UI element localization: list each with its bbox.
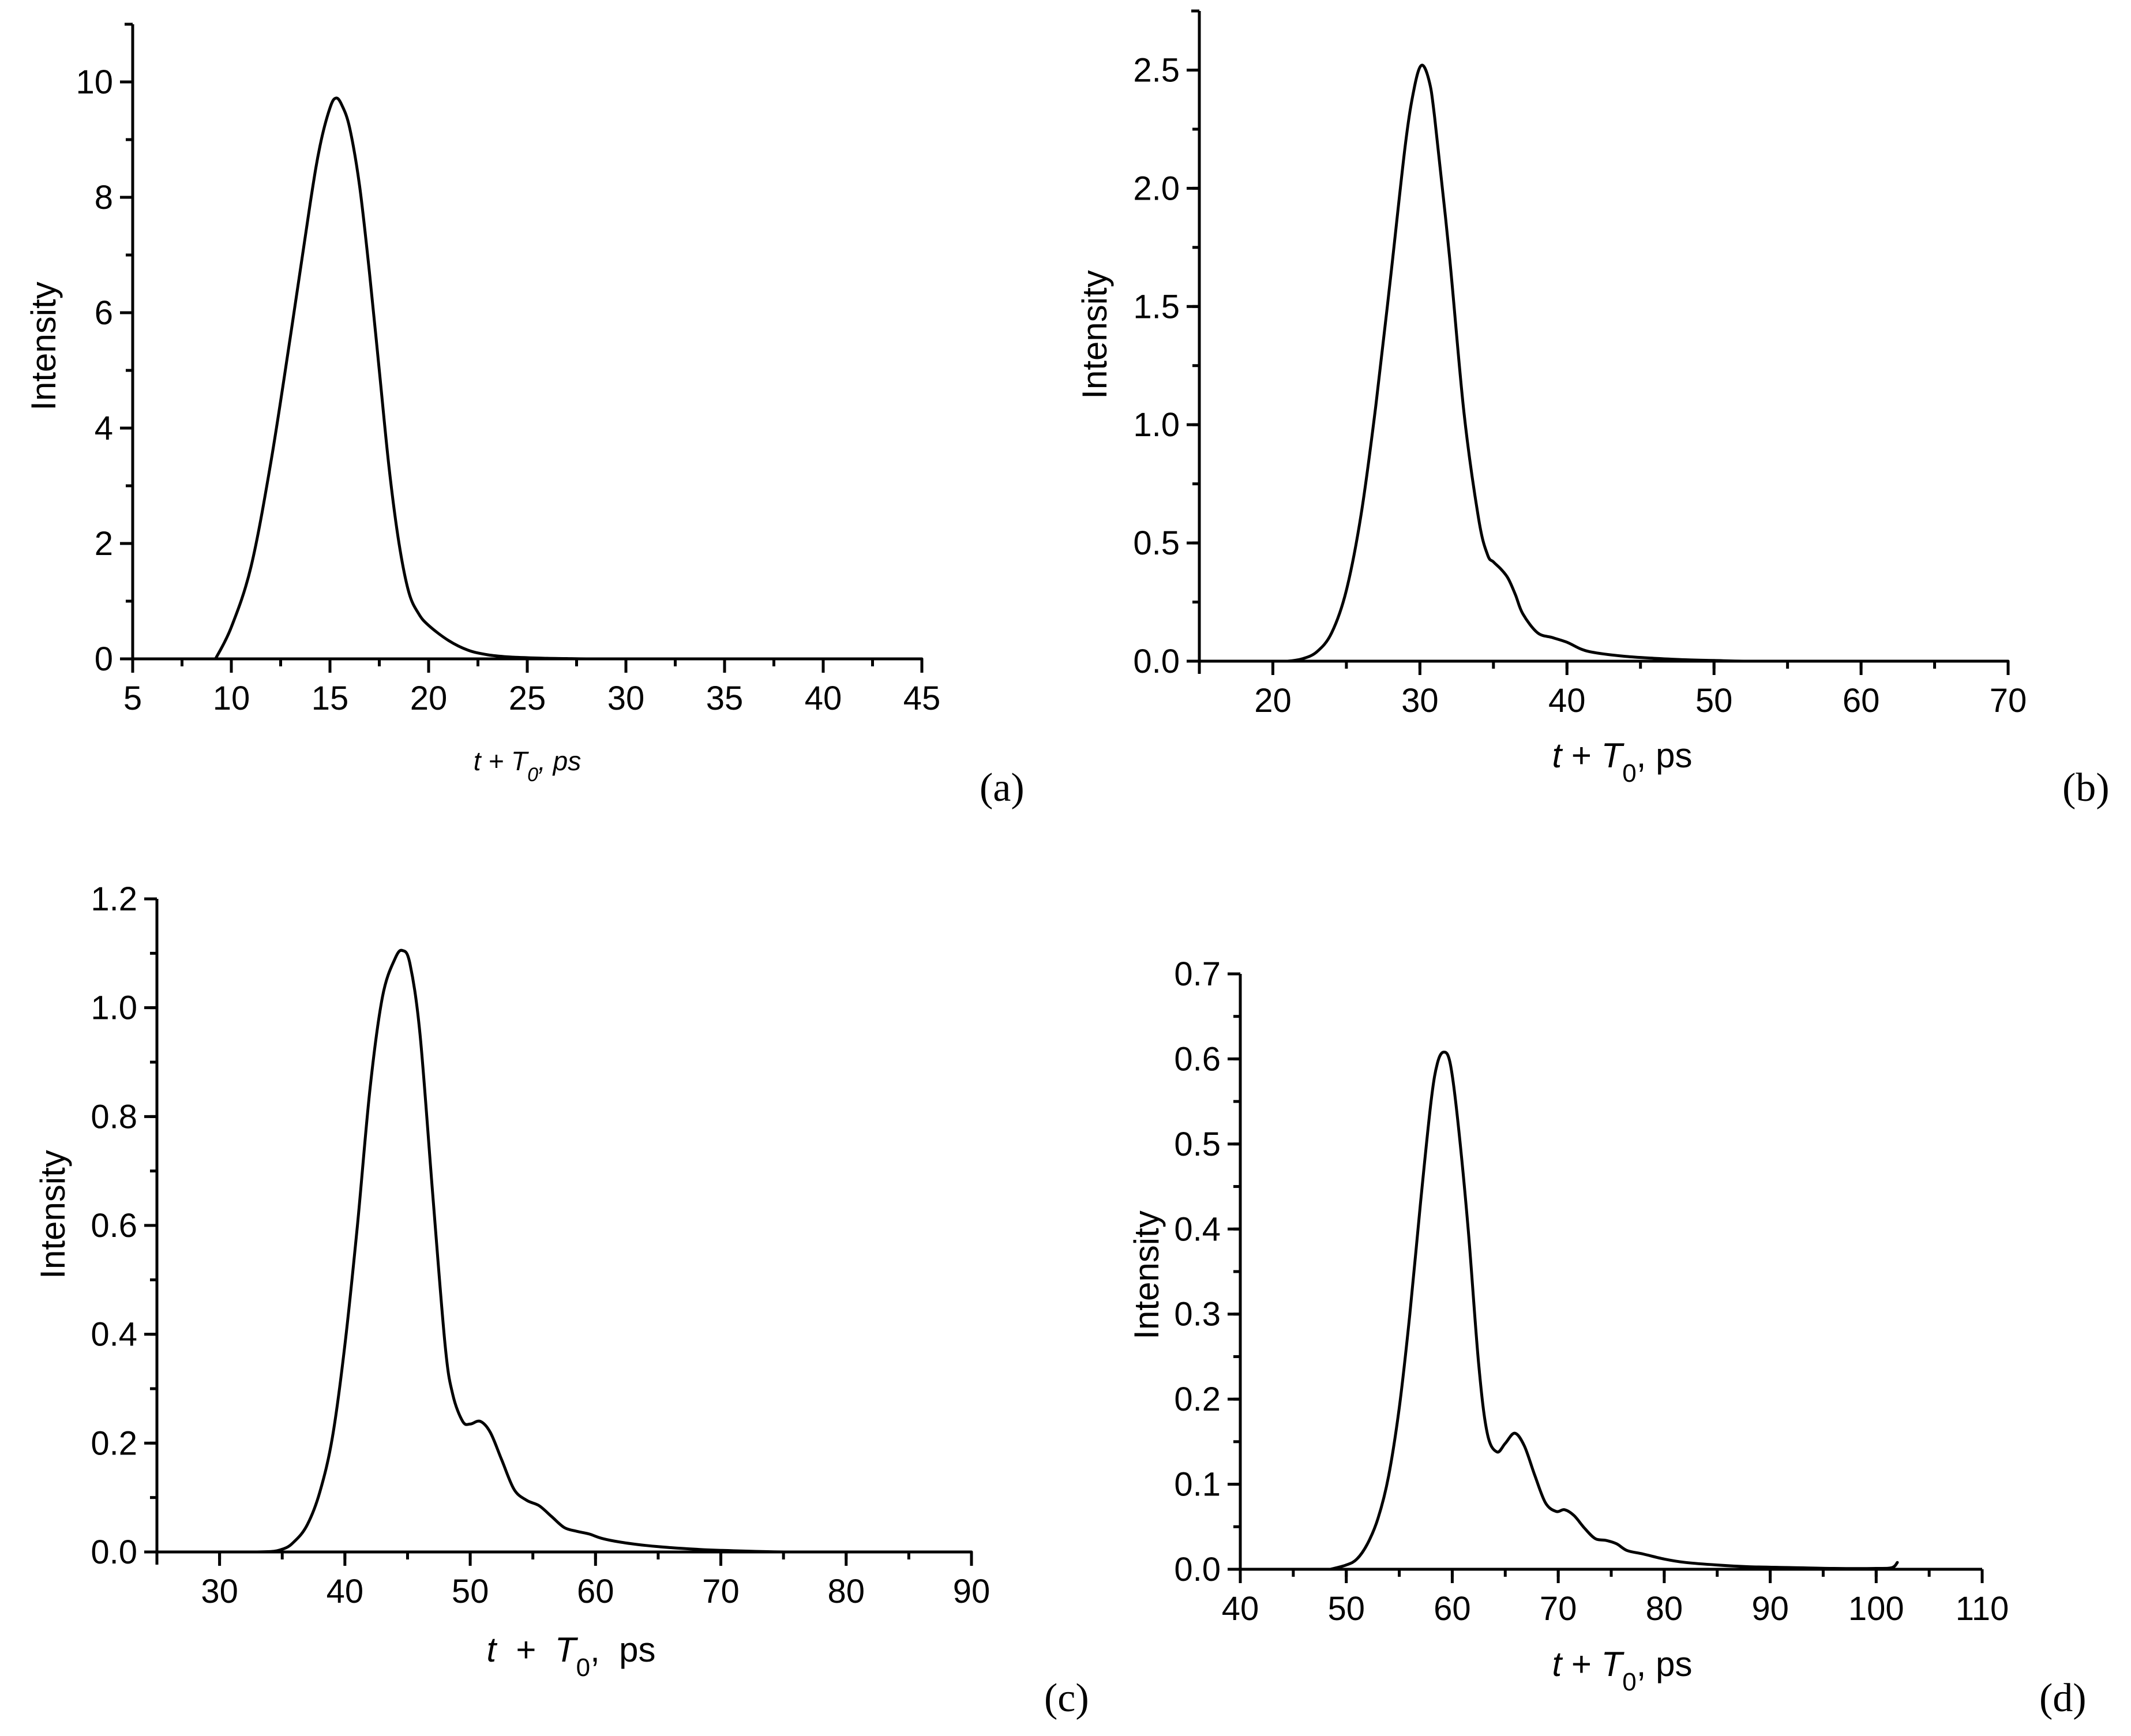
y-tick-label: 6 <box>95 294 113 332</box>
panel-d-axes: 40 50 60 70 80 90 100 110 0.0 0.1 0.2 0.3 0.4 0.5 0.6 0… <box>1174 955 2009 1628</box>
panel-a-axes: 5 10 15 20 25 30 35 40 45 0 2 4 6 8 10 <box>76 23 941 717</box>
panel-b-label: (b) <box>2062 766 2110 810</box>
x-tick-label: 30 <box>607 680 645 717</box>
panel-c-x-axis-title: t + T0, ps <box>487 1630 656 1682</box>
y-tick-label: 0.0 <box>91 1533 137 1571</box>
panel-d: 40 50 60 70 80 90 100 110 0.0 0.1 0.2 0.3 0.4 0.5 0.6 0… <box>1127 955 2087 1720</box>
x-tick-label: 70 <box>702 1573 740 1610</box>
panel-d-x-axis-title: t + T0, ps <box>1552 1645 1693 1696</box>
x-tick-label: 50 <box>1327 1590 1365 1628</box>
x-tick-label: 60 <box>1843 682 1880 719</box>
panel-b-intensity-curve <box>1271 63 2010 663</box>
x-tick-label: 10 <box>213 680 250 717</box>
y-tick-label: 0.0 <box>1174 1551 1221 1588</box>
x-tick-label: 100 <box>1848 1590 1904 1628</box>
y-tick-label: 0.8 <box>91 1098 137 1135</box>
x-tick-label: 80 <box>1646 1590 1683 1628</box>
x-tick-label: 20 <box>410 680 448 717</box>
panel-c: 30 40 50 60 70 80 90 0.0 0.2 0.4 0.6 0.8 1.0 1.2 Inte… <box>33 880 1089 1720</box>
y-tick-label: 0.5 <box>1174 1126 1221 1163</box>
x-tick-label: 5 <box>123 680 142 717</box>
y-tick-label: 1.2 <box>91 880 137 918</box>
y-tick-label: 0.0 <box>1133 643 1180 680</box>
y-tick-label: 0.6 <box>1174 1040 1221 1078</box>
y-tick-label: 0.7 <box>1174 955 1221 993</box>
y-tick-label: 0.2 <box>1174 1381 1221 1418</box>
y-tick-label: 2 <box>95 525 113 563</box>
y-tick-label: 1.0 <box>1133 406 1180 444</box>
panel-a: 5 10 15 20 25 30 35 40 45 0 2 4 6 8 10 Intensity t + T… <box>24 23 1025 810</box>
y-tick-label: 0.6 <box>91 1207 137 1244</box>
y-tick-label: 2.5 <box>1133 51 1180 89</box>
panel-a-y-axis-title: Intensity <box>24 282 63 410</box>
panel-b-curve <box>1271 63 2010 663</box>
y-tick-label: 0.1 <box>1174 1466 1221 1503</box>
x-tick-label: 110 <box>1956 1590 2009 1628</box>
x-tick-label: 50 <box>1695 682 1733 719</box>
panel-a-label: (a) <box>980 766 1025 810</box>
y-tick-label: 0.4 <box>1174 1210 1221 1248</box>
panel-b: 20 30 40 50 60 70 0.0 0.5 1.0 1.5 2.0 2.5 Intensity… <box>1075 9 2110 810</box>
x-tick-label: 70 <box>1540 1590 1577 1628</box>
y-tick-label: 2.0 <box>1133 170 1180 207</box>
x-tick-label: 50 <box>452 1573 489 1610</box>
x-tick-label: 40 <box>805 680 842 717</box>
panel-d-intensity-curve <box>1329 1051 1899 1571</box>
panel-b-x-axis-title: t + T0, ps <box>1552 736 1693 788</box>
x-tick-label: 35 <box>706 680 744 717</box>
panel-d-label: (d) <box>2039 1676 2087 1720</box>
x-tick-label: 15 <box>312 680 349 717</box>
y-tick-label: 1.0 <box>91 989 137 1027</box>
x-tick-label: 40 <box>327 1573 364 1610</box>
x-tick-label: 40 <box>1222 1590 1259 1628</box>
y-tick-label: 8 <box>95 179 113 216</box>
y-tick-label: 0 <box>95 640 113 678</box>
x-tick-label: 60 <box>1434 1590 1471 1628</box>
x-tick-label: 30 <box>201 1573 238 1610</box>
y-tick-label: 1.5 <box>1133 288 1180 325</box>
y-tick-label: 10 <box>76 63 113 101</box>
panel-d-curve <box>1329 1051 1899 1571</box>
x-tick-label: 25 <box>509 680 546 717</box>
y-tick-label: 0.3 <box>1174 1296 1221 1333</box>
panel-c-intensity-curve <box>155 948 973 1554</box>
x-tick-label: 90 <box>1751 1590 1789 1628</box>
panel-a-x-axis-title: t + T0, ps <box>474 746 581 786</box>
x-tick-label: 90 <box>953 1573 991 1610</box>
panel-a-curve <box>214 96 924 661</box>
x-tick-label: 60 <box>577 1573 614 1610</box>
panel-d-y-axis-title: Intensity <box>1127 1210 1166 1339</box>
panel-c-y-axis-title: Intensity <box>33 1150 72 1278</box>
x-tick-label: 30 <box>1401 682 1439 719</box>
x-tick-label: 70 <box>1990 682 2027 719</box>
x-tick-label: 45 <box>903 680 941 717</box>
x-tick-label: 80 <box>828 1573 865 1610</box>
panel-a-intensity-curve <box>214 96 924 661</box>
panel-b-y-axis-title: Intensity <box>1075 270 1114 399</box>
panel-c-curve <box>155 948 973 1554</box>
panel-c-axes: 30 40 50 60 70 80 90 0.0 0.2 0.4 0.6 0.8 1.0 1.2 <box>91 880 990 1610</box>
y-tick-label: 0.5 <box>1133 524 1180 562</box>
panel-b-axes: 20 30 40 50 60 70 0.0 0.5 1.0 1.5 2.0 2.5 <box>1133 9 2027 719</box>
y-tick-label: 0.2 <box>91 1424 137 1462</box>
y-tick-label: 4 <box>95 410 113 447</box>
panel-c-label: (c) <box>1044 1676 1089 1720</box>
x-tick-label: 20 <box>1254 682 1292 719</box>
x-tick-label: 40 <box>1548 682 1586 719</box>
y-tick-label: 0.4 <box>91 1316 137 1353</box>
